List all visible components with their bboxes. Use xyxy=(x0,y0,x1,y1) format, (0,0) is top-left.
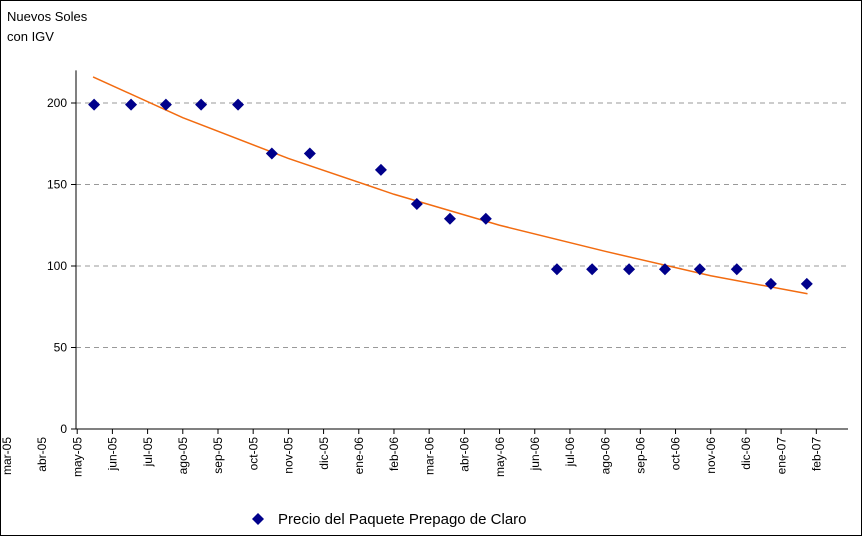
x-tick-label: abr-05 xyxy=(35,437,49,472)
x-tick-label: ago-06 xyxy=(598,437,612,475)
x-tick-label: mar-06 xyxy=(422,437,436,475)
x-tick-label: nov-05 xyxy=(282,437,296,474)
x-tick-label: may-06 xyxy=(493,437,507,477)
data-point xyxy=(479,212,492,225)
data-point xyxy=(265,147,278,160)
y-tick-label: 150 xyxy=(47,178,67,192)
x-tick-label: jul-06 xyxy=(563,437,577,468)
x-tick-label: jun-05 xyxy=(106,437,120,472)
x-tick-label: ago-05 xyxy=(176,437,190,475)
data-point xyxy=(443,212,456,225)
data-point xyxy=(410,198,423,211)
data-point xyxy=(658,263,671,276)
x-tick-label: feb-06 xyxy=(387,437,401,471)
y-tick-label: 200 xyxy=(47,96,67,110)
x-tick-label: dic-06 xyxy=(739,437,753,470)
data-point xyxy=(623,263,636,276)
x-tick-label: oct-06 xyxy=(669,437,683,471)
data-point xyxy=(232,98,245,111)
y-tick-label: 50 xyxy=(54,341,68,355)
x-tick-label: mar-05 xyxy=(0,437,14,475)
legend-marker xyxy=(252,513,264,525)
x-tick-label: nov-06 xyxy=(704,437,718,474)
data-point xyxy=(88,98,101,111)
data-point xyxy=(693,263,706,276)
data-point xyxy=(303,147,316,160)
x-tick-label: feb-07 xyxy=(810,437,824,471)
x-tick-label: ene-06 xyxy=(352,437,366,475)
data-point xyxy=(730,263,743,276)
data-point xyxy=(195,98,208,111)
data-point xyxy=(764,277,777,290)
data-point xyxy=(586,263,599,276)
x-tick-label: dic-05 xyxy=(317,437,331,470)
y-axis-label: con IGV xyxy=(7,29,54,44)
x-tick-label: may-05 xyxy=(70,437,84,477)
y-tick-label: 100 xyxy=(47,259,67,273)
x-tick-label: oct-05 xyxy=(246,437,260,471)
legend-label: Precio del Paquete Prepago de Claro xyxy=(278,511,527,528)
x-tick-label: jul-05 xyxy=(141,437,155,468)
data-point xyxy=(125,98,138,111)
x-tick-label: abr-06 xyxy=(458,437,472,472)
y-tick-label: 0 xyxy=(60,422,67,436)
x-tick-label: jun-06 xyxy=(528,437,542,472)
x-tick-label: sep-05 xyxy=(211,437,225,474)
data-point xyxy=(159,98,172,111)
y-axis-label: Nuevos Soles xyxy=(7,9,88,24)
x-tick-label: ene-07 xyxy=(774,437,788,475)
trendline xyxy=(92,76,808,295)
data-point xyxy=(800,277,813,290)
data-point xyxy=(374,163,387,176)
x-tick-label: sep-06 xyxy=(634,437,648,474)
data-point xyxy=(550,263,563,276)
